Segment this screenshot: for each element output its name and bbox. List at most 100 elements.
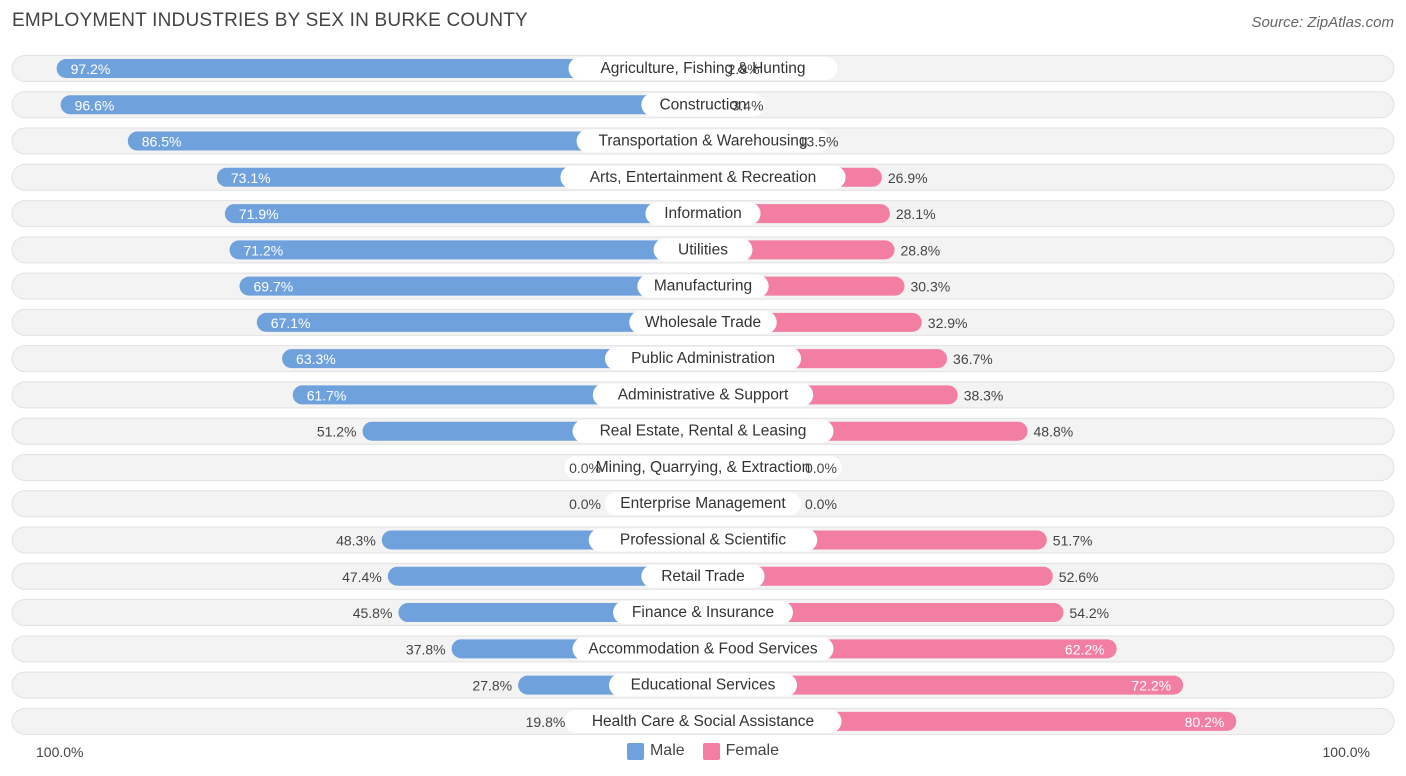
- category-label: Wholesale Trade: [645, 314, 761, 331]
- category-label: Mining, Quarrying, & Extraction: [596, 459, 811, 476]
- category-pill: [653, 238, 753, 262]
- category-pill: [637, 274, 769, 298]
- category-label: Professional & Scientific: [620, 532, 787, 549]
- value-label-female: 0.0%: [805, 460, 837, 476]
- category-pill: [560, 165, 846, 189]
- category-label: Enterprise Management: [620, 495, 786, 512]
- bar-female: [703, 675, 1184, 695]
- value-label-female: 13.5%: [799, 134, 839, 150]
- category-label: Finance & Insurance: [632, 604, 774, 621]
- category-pill: [564, 709, 842, 733]
- category-pill: [572, 637, 834, 661]
- category-pill: [572, 419, 834, 443]
- value-label-female: 28.8%: [901, 242, 941, 258]
- value-label-female: 2.8%: [728, 61, 760, 77]
- category-label: Utilities: [678, 241, 728, 258]
- category-label: Public Administration: [631, 350, 775, 367]
- legend-label-female: Female: [725, 742, 780, 759]
- bar-male: [224, 204, 704, 224]
- category-label: Construction: [659, 96, 746, 113]
- axis-right-label: 100.0%: [1322, 744, 1370, 760]
- bar-male: [282, 349, 703, 369]
- value-label-female: 30.3%: [910, 279, 950, 295]
- bar-male: [60, 95, 704, 115]
- category-pill: [568, 57, 838, 80]
- value-label-male: 47.4%: [342, 569, 382, 585]
- value-label-male: 0.0%: [569, 496, 601, 512]
- category-pill: [588, 528, 818, 552]
- category-pill: [645, 202, 761, 226]
- value-label-male: 96.6%: [75, 97, 115, 113]
- value-label-female: 26.9%: [888, 170, 928, 186]
- value-label-female: 32.9%: [928, 315, 968, 331]
- chart-area: Agriculture, Fishing & Hunting 97.2% 2.8% C…: [11, 55, 1395, 735]
- value-label-male: 27.8%: [472, 678, 512, 694]
- value-label-male: 0.0%: [569, 460, 601, 476]
- category-label: Administrative & Support: [618, 386, 789, 403]
- legend-label-male: Male: [649, 742, 685, 759]
- value-label-male: 71.2%: [244, 242, 284, 258]
- chart-title: EMPLOYMENT INDUSTRIES BY SEX IN BURKE CO…: [12, 10, 528, 31]
- axis-left-label: 100.0%: [36, 744, 84, 760]
- category-label: Real Estate, Rental & Leasing: [600, 423, 807, 440]
- category-label: Information: [664, 205, 742, 222]
- category-pill: [629, 310, 777, 334]
- bar-female: [703, 603, 1064, 623]
- category-label: Arts, Entertainment & Recreation: [590, 169, 817, 186]
- category-pill: [641, 564, 765, 588]
- value-label-female: 48.8%: [1034, 424, 1074, 440]
- category-label: Retail Trade: [661, 568, 745, 585]
- bar-male: [239, 276, 703, 296]
- value-label-male: 73.1%: [231, 170, 271, 186]
- bar-male: [256, 312, 703, 332]
- value-label-female: 80.2%: [1185, 714, 1225, 730]
- value-label-female: 28.1%: [896, 206, 936, 222]
- category-pill: [604, 492, 802, 516]
- source-label: Source: ZipAtlas.com: [1251, 14, 1394, 31]
- value-label-female: 0.0%: [805, 496, 837, 512]
- bar-male: [387, 566, 703, 586]
- category-pill: [641, 93, 765, 117]
- category-label: Agriculture, Fishing & Hunting: [600, 60, 805, 77]
- category-pill: [592, 383, 814, 407]
- category-label: Accommodation & Food Services: [588, 640, 817, 657]
- bar-female: [703, 566, 1053, 586]
- value-label-female: 38.3%: [964, 387, 1004, 403]
- value-label-male: 37.8%: [406, 641, 446, 657]
- value-label-male: 45.8%: [353, 605, 393, 621]
- value-label-female: 72.2%: [1131, 678, 1171, 694]
- bar-male: [229, 240, 703, 260]
- value-label-male: 61.7%: [307, 387, 347, 403]
- legend-swatch-female: [702, 742, 720, 760]
- category-label: Educational Services: [631, 677, 776, 694]
- category-pill: [576, 129, 830, 153]
- value-label-male: 67.1%: [271, 315, 311, 331]
- bar-male: [127, 131, 703, 151]
- value-label-female: 52.6%: [1059, 569, 1099, 585]
- value-label-male: 71.9%: [239, 206, 279, 222]
- category-label: Manufacturing: [654, 278, 752, 295]
- category-pill: [613, 601, 793, 625]
- category-label: Health Care & Social Assistance: [592, 713, 814, 730]
- value-label-male: 97.2%: [71, 61, 111, 77]
- value-label-male: 51.2%: [317, 424, 357, 440]
- value-label-female: 36.7%: [953, 351, 993, 367]
- value-label-male: 69.7%: [253, 279, 293, 295]
- legend: Male Female: [0, 742, 1406, 760]
- legend-swatch-male: [626, 742, 644, 760]
- legend-item-female[interactable]: Female: [702, 742, 780, 760]
- bar-male: [56, 59, 704, 78]
- value-label-male: 86.5%: [142, 134, 182, 150]
- value-label-female: 62.2%: [1065, 641, 1105, 657]
- value-label-male: 48.3%: [336, 533, 376, 549]
- legend-item-male[interactable]: Male: [626, 742, 685, 760]
- category-pill: [564, 455, 842, 479]
- value-label-male: 19.8%: [526, 714, 566, 730]
- value-label-female: 51.7%: [1053, 533, 1093, 549]
- value-label-male: 63.3%: [296, 351, 336, 367]
- category-label: Transportation & Warehousing: [598, 133, 807, 150]
- value-label-female: 3.4%: [732, 97, 764, 113]
- value-label-female: 54.2%: [1069, 605, 1109, 621]
- category-pill: [609, 673, 797, 697]
- category-pill: [604, 347, 802, 371]
